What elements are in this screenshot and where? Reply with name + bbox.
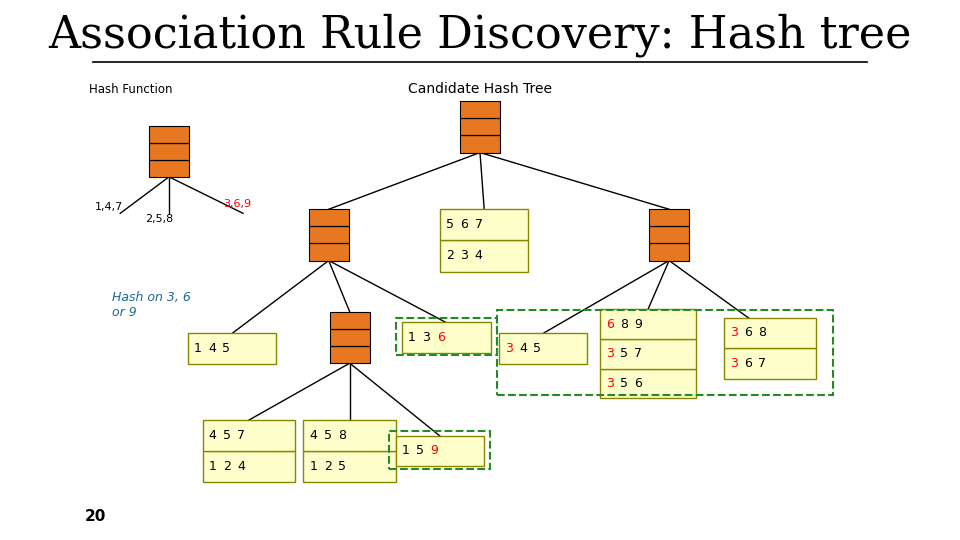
Text: 8: 8	[620, 318, 628, 330]
Text: 6: 6	[460, 218, 468, 231]
Text: 4: 4	[309, 429, 317, 442]
Bar	[303, 451, 396, 482]
Text: 7: 7	[635, 347, 642, 360]
Bar	[499, 333, 588, 364]
Text: 7: 7	[237, 429, 245, 442]
Text: 1: 1	[408, 331, 416, 344]
Bar	[329, 312, 370, 329]
Bar	[308, 226, 348, 244]
Bar	[329, 346, 370, 363]
Text: Hash Function: Hash Function	[89, 83, 173, 96]
Bar	[308, 210, 348, 226]
Bar	[460, 136, 500, 152]
Text: 3: 3	[505, 342, 513, 355]
Text: 1,4,7: 1,4,7	[95, 201, 123, 212]
Text: 6: 6	[744, 357, 752, 370]
Text: 5: 5	[223, 342, 230, 355]
Text: 4: 4	[237, 460, 245, 473]
Text: 8: 8	[338, 429, 346, 442]
Text: 6: 6	[606, 318, 613, 330]
Text: 2: 2	[446, 249, 454, 262]
Text: 1: 1	[401, 444, 409, 457]
Text: Candidate Hash Tree: Candidate Hash Tree	[408, 82, 552, 96]
Bar	[460, 118, 500, 136]
Text: 2: 2	[223, 460, 230, 473]
Text: 3: 3	[460, 249, 468, 262]
Text: 3,6,9: 3,6,9	[224, 199, 252, 209]
Bar	[389, 431, 491, 469]
Text: 9: 9	[635, 318, 642, 330]
Text: 7: 7	[758, 357, 766, 370]
Text: 3: 3	[606, 377, 613, 390]
Text: 5: 5	[416, 444, 423, 457]
Text: 4: 4	[519, 342, 527, 355]
Bar	[600, 369, 696, 399]
Bar	[329, 329, 370, 346]
Text: 8: 8	[758, 326, 766, 340]
Bar	[149, 126, 189, 143]
Text: 6: 6	[437, 331, 444, 344]
Text: 20: 20	[85, 509, 107, 524]
Text: 3: 3	[422, 331, 430, 344]
Bar	[600, 339, 696, 369]
Text: 1: 1	[208, 460, 216, 473]
Text: 5: 5	[620, 377, 628, 390]
Text: 1: 1	[309, 460, 317, 473]
Text: 6: 6	[635, 377, 642, 390]
Text: 4: 4	[208, 429, 216, 442]
Bar	[149, 160, 189, 177]
Text: Hash on 3, 6
or 9: Hash on 3, 6 or 9	[112, 291, 191, 319]
Bar	[402, 322, 491, 353]
Bar	[460, 102, 500, 118]
Text: 4: 4	[474, 249, 483, 262]
Bar	[600, 309, 696, 339]
Bar	[724, 348, 816, 379]
Text: 3: 3	[606, 347, 613, 360]
Bar	[308, 244, 348, 261]
Text: 7: 7	[474, 218, 483, 231]
Bar	[303, 420, 396, 451]
Text: 4: 4	[208, 342, 216, 355]
Bar	[203, 451, 295, 482]
Bar	[396, 318, 497, 355]
Bar	[649, 244, 689, 261]
Text: 3: 3	[730, 357, 737, 370]
Text: 2: 2	[324, 460, 331, 473]
Bar	[440, 240, 528, 272]
Bar	[497, 310, 833, 395]
Text: 2,5,8: 2,5,8	[146, 214, 174, 225]
Bar	[203, 420, 295, 451]
Bar	[724, 318, 816, 348]
Text: Association Rule Discovery: Hash tree: Association Rule Discovery: Hash tree	[48, 14, 912, 57]
Text: 5: 5	[534, 342, 541, 355]
Text: 5: 5	[223, 429, 230, 442]
Text: 5: 5	[620, 347, 628, 360]
Text: 6: 6	[744, 326, 752, 340]
Bar	[649, 210, 689, 226]
Bar	[188, 333, 276, 364]
Bar	[149, 143, 189, 160]
Text: 3: 3	[730, 326, 737, 340]
Text: 9: 9	[430, 444, 438, 457]
Text: 1: 1	[194, 342, 202, 355]
Bar	[396, 435, 484, 466]
Text: 5: 5	[324, 429, 331, 442]
Bar	[440, 209, 528, 240]
Text: 5: 5	[338, 460, 346, 473]
Bar	[649, 226, 689, 244]
Text: 5: 5	[446, 218, 454, 231]
